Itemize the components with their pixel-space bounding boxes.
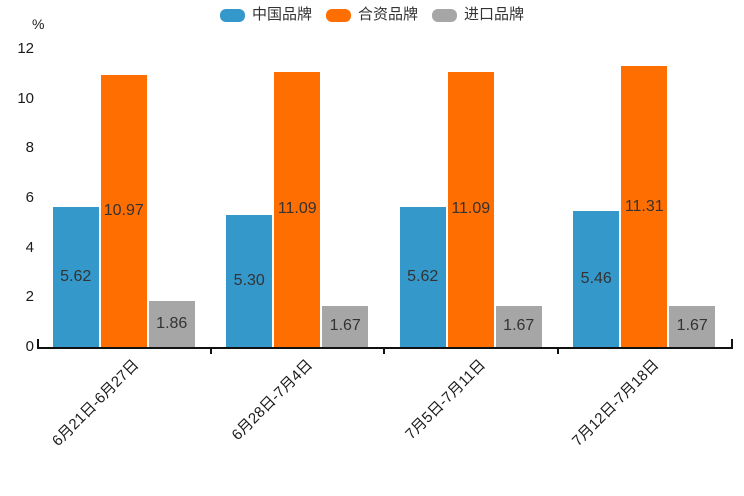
value-label-import-brand-group1: 1.86: [156, 314, 188, 332]
value-label-joint-venture-brand-group3: 11.09: [451, 200, 491, 218]
y-tick-label-12: 12: [17, 40, 34, 57]
value-label-import-brand-group2: 1.67: [329, 317, 361, 335]
y-tick-label-10: 10: [17, 89, 34, 107]
y-tick-label-0: 0: [25, 338, 34, 355]
bar-import-brand-group3: 1.67: [495, 305, 542, 347]
x-axis-start-cap: [37, 339, 39, 347]
value-label-import-brand-group3: 1.67: [503, 317, 535, 335]
bar-china-brand-group2: 5.30: [226, 215, 273, 347]
legend-label-china-brand: 中国品牌: [251, 6, 312, 23]
x-axis-category-label: 7月12日-7月18日: [569, 356, 663, 450]
bar-china-brand-group1: 5.62: [52, 207, 99, 347]
bar-import-brand-group1: 1.86: [148, 300, 195, 347]
legend-label-import-brand: 进口品牌: [464, 6, 525, 23]
y-tick-label-6: 6: [25, 189, 34, 206]
x-axis-tick: [556, 349, 559, 354]
value-label-joint-venture-brand-group4: 11.31: [624, 197, 664, 215]
legend-label-joint-venture-brand: 合资品牌: [357, 6, 418, 23]
legend-swatch-import-brand: [432, 8, 457, 22]
y-tick-label-8: 8: [25, 139, 34, 157]
bar-china-brand-group3: 5.62: [399, 207, 446, 347]
bar-import-brand-group4: 1.67: [669, 305, 716, 347]
bar-joint-venture-brand-group3: 11.09: [447, 71, 494, 347]
bar-import-brand-group2: 1.67: [322, 305, 369, 347]
y-tick-label-4: 4: [25, 238, 34, 256]
bar-joint-venture-brand-group4: 11.31: [621, 66, 668, 347]
legend: 中国品牌 合资品牌 进口品牌: [0, 6, 744, 24]
y-axis-unit-label: %: [32, 16, 45, 32]
x-axis-tick: [209, 349, 212, 354]
y-tick-label-2: 2: [25, 288, 34, 306]
x-axis-line: [37, 347, 733, 349]
x-axis-category-label: 7月5日-7月11日: [402, 356, 490, 443]
value-label-china-brand-group3: 5.62: [407, 268, 439, 286]
legend-swatch-china-brand: [219, 8, 245, 22]
x-axis-category-label: 6月28日-7月4日: [228, 356, 316, 444]
value-label-china-brand-group4: 5.46: [580, 270, 612, 288]
bar-joint-venture-brand-group1: 10.97: [100, 74, 147, 347]
x-axis-end-cap: [731, 339, 733, 347]
legend-swatch-joint-venture-brand: [325, 8, 351, 22]
value-label-import-brand-group4: 1.67: [676, 317, 708, 335]
value-label-china-brand-group2: 5.30: [233, 272, 265, 290]
legend-item-import-brand: 进口品牌: [432, 6, 524, 24]
x-axis-tick: [383, 349, 385, 354]
value-label-joint-venture-brand-group1: 10.97: [103, 201, 144, 219]
value-label-joint-venture-brand-group2: 11.09: [277, 200, 317, 218]
bar-china-brand-group4: 5.46: [573, 211, 620, 347]
legend-item-joint-venture-brand: 合资品牌: [325, 6, 418, 24]
x-axis-category-label: 6月21日-6月27日: [48, 356, 143, 450]
legend-item-china-brand: 中国品牌: [219, 6, 312, 24]
bar-joint-venture-brand-group2: 11.09: [274, 71, 321, 347]
value-label-china-brand-group1: 5.62: [60, 268, 92, 286]
